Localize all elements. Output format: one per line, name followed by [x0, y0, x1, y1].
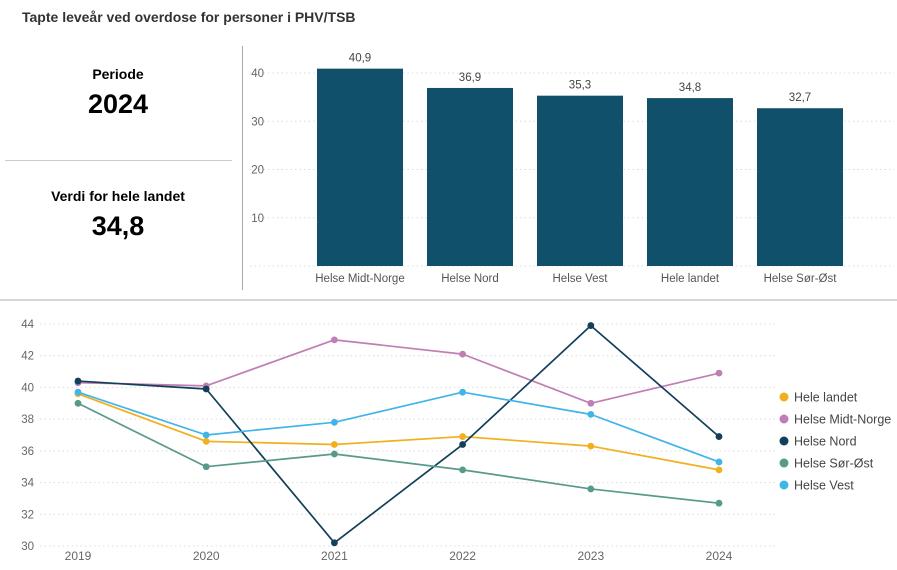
bar-y-tick-label: 20 — [251, 165, 264, 177]
stat-panel-divider — [5, 160, 232, 161]
legend-label: Hele landet — [794, 391, 858, 405]
data-point-helse-nord[interactable] — [459, 441, 466, 448]
data-point-helse-s-r-st[interactable] — [715, 499, 723, 507]
bar-helse-s-r-st[interactable] — [757, 108, 843, 266]
data-point-hele-landet[interactable] — [587, 442, 595, 450]
data-point-helse-vest[interactable] — [459, 388, 466, 396]
verdi-card: Verdi for hele landet 34,8 — [0, 188, 236, 242]
line-y-tick-label: 32 — [21, 509, 34, 521]
bar-helse-midt-norge[interactable] — [317, 68, 403, 266]
data-point-helse-nord[interactable] — [202, 385, 210, 393]
line-y-tick-label: 30 — [21, 541, 34, 553]
data-point-helse-nord[interactable] — [587, 322, 595, 329]
bar-hele-landet[interactable] — [647, 98, 733, 266]
bar-helse-nord[interactable] — [427, 87, 513, 266]
data-point-hele-landet[interactable] — [715, 466, 723, 474]
data-point-helse-vest[interactable] — [202, 431, 210, 439]
periode-card: Periode 2024 — [0, 66, 236, 120]
line-x-tick-label: 2023 — [577, 549, 604, 563]
legend-dot-hele-landet — [779, 392, 789, 402]
data-point-helse-vest[interactable] — [74, 388, 82, 396]
verdi-value: 34,8 — [91, 211, 145, 241]
data-point-helse-midt-norge[interactable] — [331, 336, 338, 344]
legend-label: Helse Midt-Norge — [794, 413, 891, 427]
legend-dot-helse-vest — [779, 480, 789, 490]
series-line-helse-vest[interactable] — [77, 391, 720, 463]
series-line-helse-s-r-st[interactable] — [77, 402, 720, 505]
line-y-tick-label: 42 — [21, 351, 34, 363]
bar-helse-vest[interactable] — [537, 95, 623, 266]
bar-value-label: 36,9 — [459, 72, 481, 84]
bar-chart-regions: 10 20 30 40 40,9 Helse Midt-Norge 36,9 Helse No… — [250, 53, 894, 285]
bar-y-tick-label: 30 — [251, 116, 264, 128]
bar-category-label: Helse Nord — [441, 273, 499, 285]
legend-item-helse-s-r-st[interactable]: Helse Sør-Øst — [779, 457, 874, 471]
panel-vertical-divider — [242, 46, 243, 290]
data-point-helse-nord[interactable] — [331, 539, 338, 547]
line-y-tick-label: 44 — [21, 319, 34, 331]
data-point-helse-vest[interactable] — [331, 418, 338, 426]
line-x-tick-label: 2020 — [193, 549, 220, 563]
series-line-hele-landet[interactable] — [77, 392, 720, 471]
data-point-helse-s-r-st[interactable] — [202, 463, 210, 471]
bar-value-label: 34,8 — [679, 82, 701, 94]
section-divider — [0, 299, 897, 301]
page-title: Tapte leveår ved overdose for personer i… — [22, 9, 356, 25]
data-point-helse-midt-norge[interactable] — [459, 350, 466, 358]
bar-value-label: 35,3 — [569, 80, 591, 92]
bar-category-label: Hele landet — [661, 273, 720, 285]
bar-y-tick-label: 40 — [251, 68, 264, 80]
data-point-helse-nord[interactable] — [74, 377, 82, 385]
data-point-helse-s-r-st[interactable] — [587, 485, 595, 493]
bar-value-label: 32,7 — [789, 92, 811, 104]
data-point-hele-landet[interactable] — [331, 441, 338, 448]
data-point-hele-landet[interactable] — [202, 437, 210, 445]
bar-y-tick-label: 10 — [251, 213, 264, 225]
legend-label: Helse Nord — [794, 435, 857, 449]
bar-category-label: Helse Midt-Norge — [315, 273, 404, 285]
line-y-tick-label: 40 — [21, 382, 34, 394]
data-point-helse-midt-norge[interactable] — [715, 369, 723, 377]
data-point-helse-vest[interactable] — [715, 458, 723, 466]
line-y-tick-label: 34 — [21, 478, 34, 490]
data-point-helse-midt-norge[interactable] — [587, 399, 595, 407]
series-line-helse-nord[interactable] — [77, 324, 720, 544]
legend-dot-helse-s-r-st — [779, 458, 789, 468]
data-point-helse-s-r-st[interactable] — [331, 450, 338, 458]
data-point-helse-s-r-st[interactable] — [459, 466, 466, 474]
data-point-hele-landet[interactable] — [459, 433, 466, 440]
periode-value: 2024 — [87, 89, 149, 119]
legend-dot-helse-nord — [779, 436, 789, 446]
line-chart-trend: 30 32 34 36 38 40 42 44 2019 2020 2021 2022 2023 2024… — [21, 319, 892, 563]
series-line-helse-midt-norge[interactable] — [77, 339, 720, 405]
bar-category-label: Helse Vest — [553, 273, 609, 285]
legend-item-helse-midt-norge[interactable]: Helse Midt-Norge — [779, 413, 892, 427]
data-point-helse-nord[interactable] — [715, 433, 723, 440]
line-y-tick-label: 38 — [21, 414, 34, 426]
legend-label: Helse Sør-Øst — [794, 457, 874, 471]
legend-item-hele-landet[interactable]: Hele landet — [779, 391, 858, 405]
bar-value-label: 40,9 — [349, 53, 371, 65]
legend-label: Helse Vest — [794, 479, 854, 493]
data-point-helse-vest[interactable] — [587, 410, 595, 418]
line-x-tick-label: 2024 — [706, 549, 733, 563]
line-y-tick-label: 36 — [21, 446, 34, 458]
line-x-tick-label: 2019 — [65, 549, 92, 563]
legend-item-helse-vest[interactable]: Helse Vest — [779, 479, 855, 493]
periode-label: Periode — [92, 66, 144, 82]
line-x-tick-label: 2021 — [321, 549, 348, 563]
legend-item-helse-nord[interactable]: Helse Nord — [779, 435, 857, 449]
line-x-tick-label: 2022 — [449, 549, 476, 563]
bar-category-label: Helse Sør-Øst — [764, 273, 838, 285]
legend-dot-helse-midt-norge — [779, 414, 789, 424]
data-point-helse-s-r-st[interactable] — [74, 399, 82, 407]
verdi-label: Verdi for hele landet — [51, 188, 185, 204]
